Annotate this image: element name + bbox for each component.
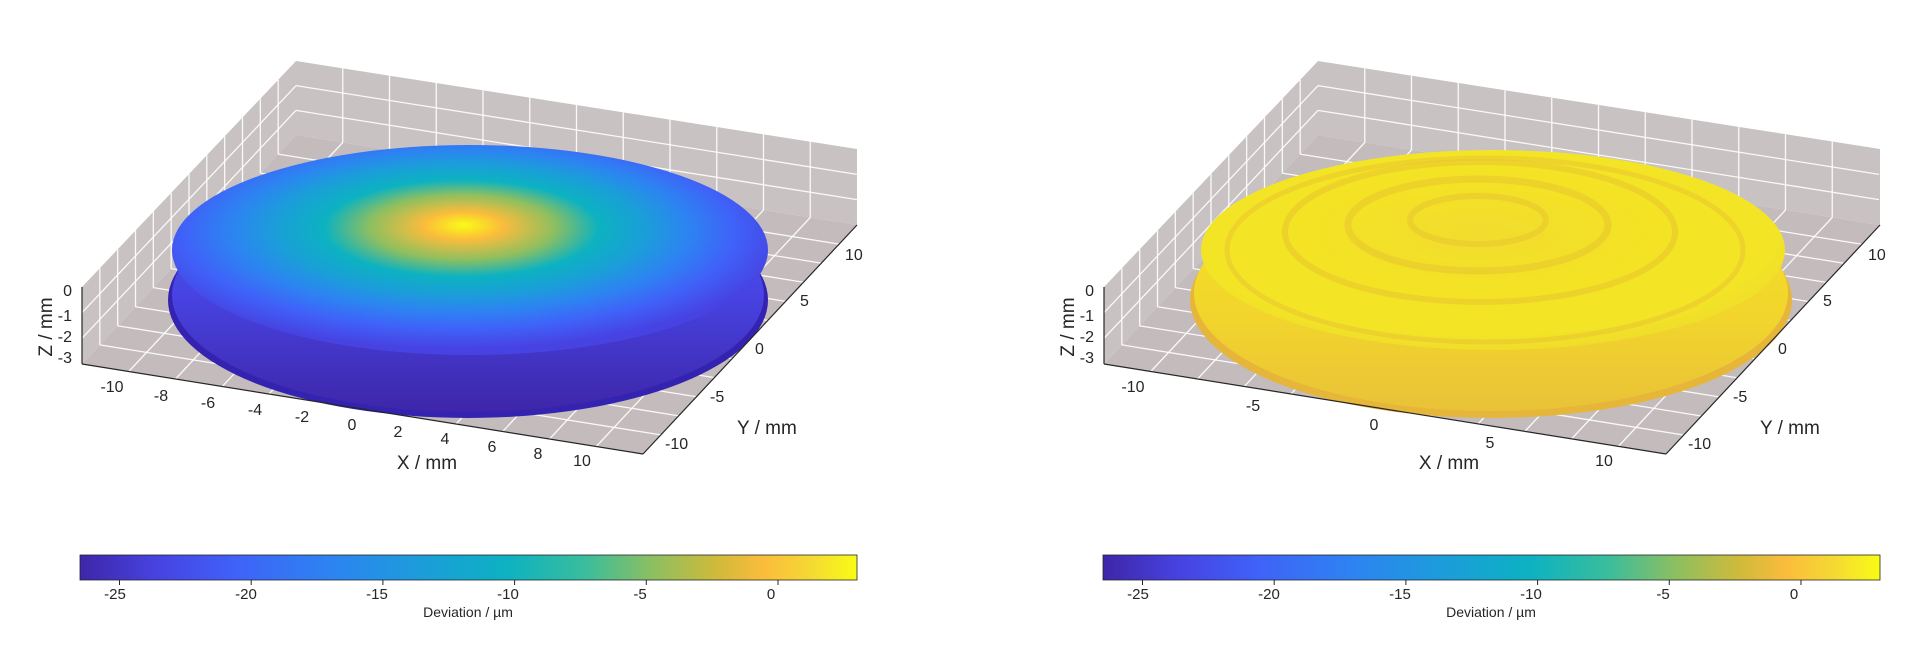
left-colorbar-tick: -25 bbox=[104, 586, 126, 603]
left-plot: -10 -8 -6 -4 -2 0 2 4 6 8 10 X / mm -10 … bbox=[36, 61, 863, 474]
right-colorbar-tick: -15 bbox=[1389, 586, 1411, 603]
left-y-tick: -5 bbox=[710, 389, 724, 406]
left-y-tick: -10 bbox=[665, 436, 688, 453]
left-x-tick: -6 bbox=[201, 395, 215, 412]
right-surface bbox=[1190, 150, 1792, 418]
left-x-tick: 8 bbox=[534, 446, 543, 463]
right-x-tick: 5 bbox=[1486, 435, 1495, 452]
right-colorbar-tick: -25 bbox=[1127, 586, 1149, 603]
left-z-tick: -3 bbox=[58, 350, 72, 367]
gridline bbox=[1317, 85, 1880, 175]
left-x-tick: 4 bbox=[441, 431, 450, 448]
left-x-tick: 6 bbox=[488, 439, 497, 456]
right-y-tick: 10 bbox=[1868, 247, 1886, 264]
left-x-tick: -8 bbox=[154, 388, 168, 405]
gridline bbox=[295, 85, 858, 175]
left-z-tick: -1 bbox=[58, 308, 72, 325]
right-y-tick: -10 bbox=[1688, 436, 1711, 453]
left-x-tick: -4 bbox=[248, 402, 262, 419]
right-y-tick: -5 bbox=[1733, 389, 1747, 406]
left-colorbar-tick: -5 bbox=[633, 586, 646, 603]
right-y-axis-label: Y / mm bbox=[1760, 418, 1820, 439]
left-x-tick: 2 bbox=[394, 424, 403, 441]
left-surface bbox=[168, 145, 768, 418]
left-z-axis-label: Z / mm bbox=[36, 297, 57, 356]
left-y-tick: 5 bbox=[800, 293, 809, 310]
right-x-tick: -5 bbox=[1246, 398, 1260, 415]
right-x-tick: 10 bbox=[1595, 453, 1613, 470]
left-x-tick: 10 bbox=[573, 453, 591, 470]
right-x-tick: 0 bbox=[1370, 417, 1379, 434]
gridline bbox=[81, 85, 297, 314]
right-colorbar-tick: -5 bbox=[1656, 586, 1669, 603]
right-z-axis-label: Z / mm bbox=[1058, 297, 1079, 356]
right-colorbar-tick: 0 bbox=[1790, 586, 1798, 603]
left-x-axis bbox=[81, 363, 644, 455]
right-colorbar-label: Deviation / µm bbox=[1446, 604, 1536, 620]
gridline bbox=[1317, 109, 1880, 201]
left-colorbar-label: Deviation / µm bbox=[423, 604, 513, 620]
left-y-axis-label: Y / mm bbox=[737, 418, 797, 439]
left-x-tick: -10 bbox=[100, 379, 123, 396]
right-z-tick: -1 bbox=[1080, 308, 1094, 325]
right-y-axis bbox=[1665, 224, 1881, 455]
left-colorbar: -25 -20 -15 -10 -5 0 Deviation / µm bbox=[79, 554, 858, 620]
right-plot: -10 -5 0 5 10 X / mm -10 -5 0 5 10 Y / m… bbox=[1058, 61, 1886, 474]
gridline bbox=[1103, 85, 1319, 314]
left-z-tick: 0 bbox=[63, 283, 72, 300]
left-x-tick: 0 bbox=[348, 417, 357, 434]
right-x-axis-label: X / mm bbox=[1419, 453, 1479, 474]
right-colorbar-tick: -20 bbox=[1258, 586, 1280, 603]
right-y-tick: 0 bbox=[1778, 341, 1787, 358]
left-x-tick: -2 bbox=[295, 409, 309, 426]
left-z-tick: -2 bbox=[58, 329, 72, 346]
left-colorbar-tick: -10 bbox=[497, 586, 519, 603]
right-z-tick: 0 bbox=[1085, 283, 1094, 300]
right-colorbar-tick: -10 bbox=[1520, 586, 1542, 603]
right-z-tick: -2 bbox=[1080, 329, 1094, 346]
right-x-axis bbox=[1103, 363, 1667, 455]
left-y-tick: 10 bbox=[845, 247, 863, 264]
right-z-tick: -3 bbox=[1080, 350, 1094, 367]
right-x-tick: -10 bbox=[1121, 379, 1144, 396]
left-colorbar-tick: -15 bbox=[366, 586, 388, 603]
left-colorbar-tick: -20 bbox=[235, 586, 257, 603]
right-colorbar: -25 -20 -15 -10 -5 0 Deviation / µm bbox=[1102, 554, 1881, 620]
right-y-tick: 5 bbox=[1823, 293, 1832, 310]
left-colorbar-tick: 0 bbox=[767, 586, 775, 603]
left-x-axis-label: X / mm bbox=[397, 453, 457, 474]
left-y-tick: 0 bbox=[755, 341, 764, 358]
left-y-axis bbox=[642, 224, 858, 455]
